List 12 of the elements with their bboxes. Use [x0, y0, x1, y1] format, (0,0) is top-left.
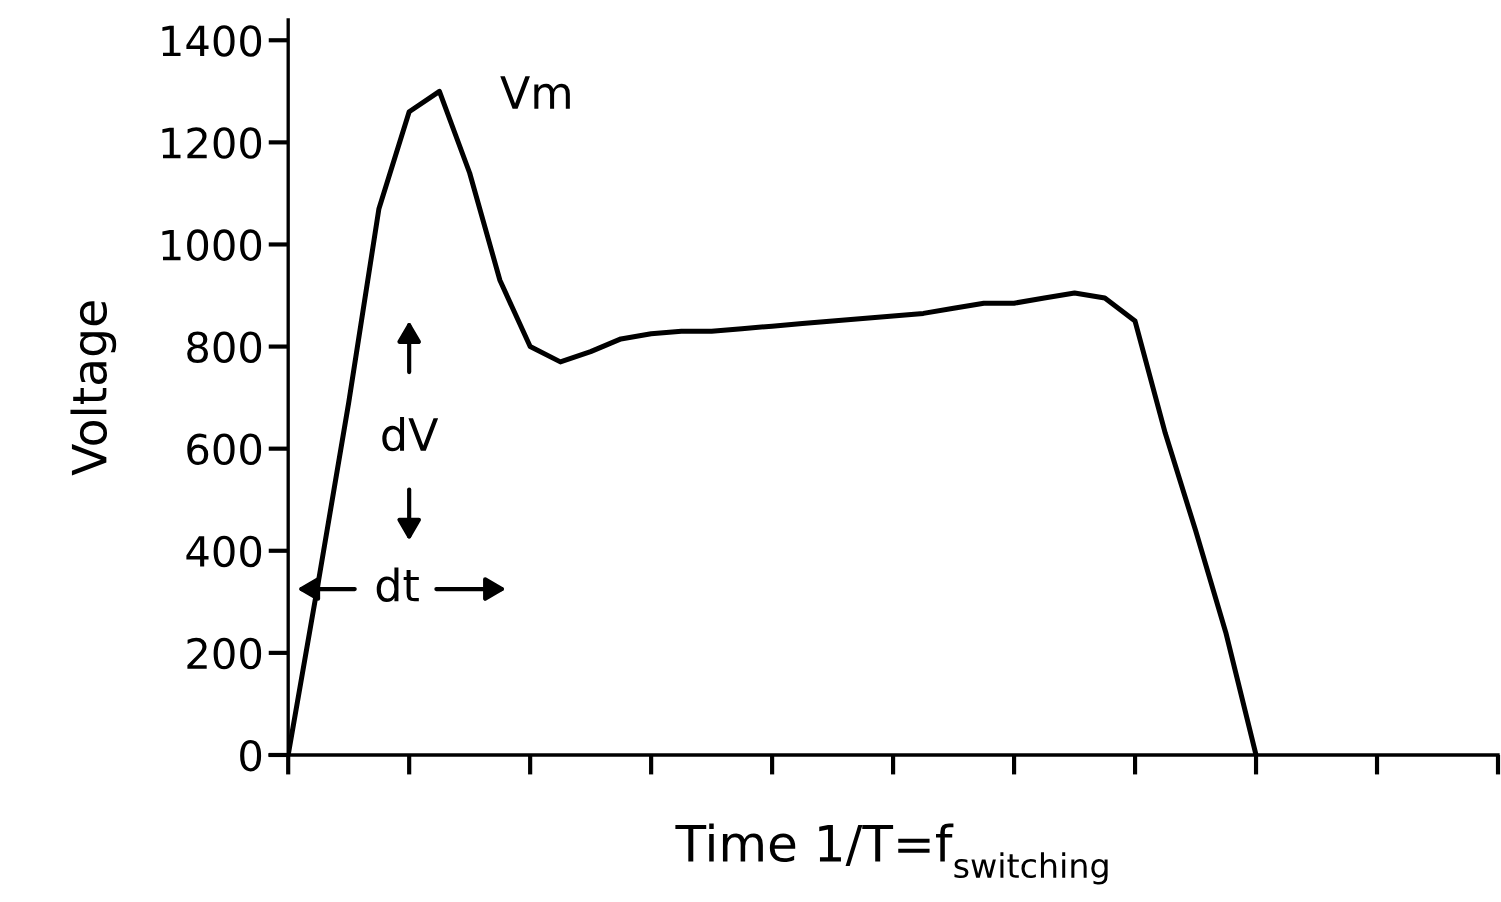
y-tick-label: 400	[186, 535, 262, 568]
y-tick-label: 800	[187, 331, 262, 363]
y-tick-label: 0	[240, 739, 262, 772]
annotation: Vm	[500, 76, 570, 109]
y-tick-label: 1400	[162, 25, 262, 57]
y-tick-label: 200	[187, 637, 262, 670]
y-tick-label: 1000	[162, 229, 262, 261]
annotation: dt	[376, 567, 419, 602]
y-tick-label: 600	[187, 433, 262, 466]
y-axis-title: Voltage	[70, 301, 117, 476]
annotation: dV	[382, 416, 439, 452]
y-tick-label: 1200	[162, 127, 262, 159]
